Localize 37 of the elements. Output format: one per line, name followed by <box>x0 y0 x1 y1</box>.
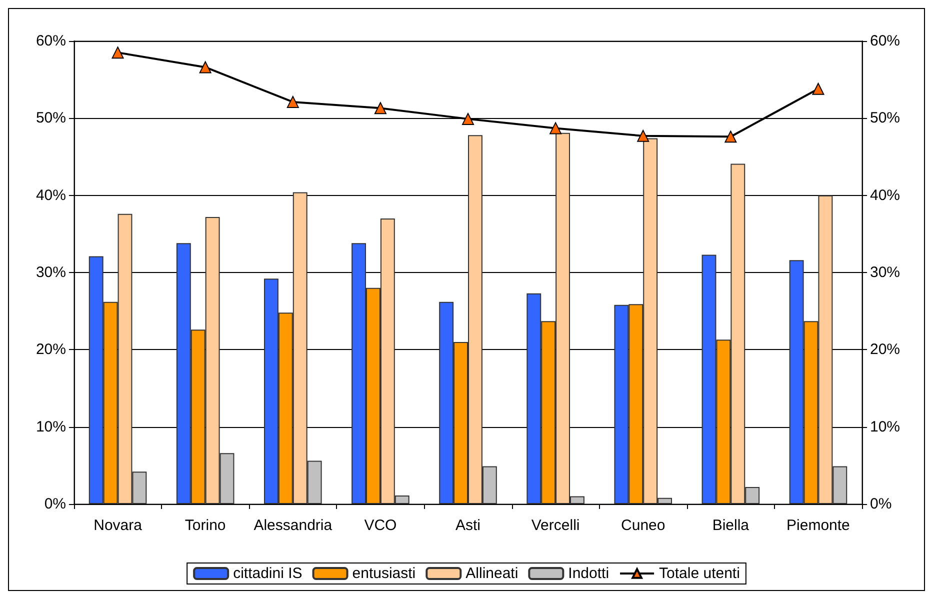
y-tick-label: 0% <box>44 496 66 512</box>
legend-label: entusiasti <box>352 565 416 582</box>
y2-tick-label: 50% <box>870 110 900 127</box>
point <box>550 122 562 134</box>
point <box>286 96 299 108</box>
y2-tick-label: 0% <box>870 496 892 512</box>
x-tick-label: Asti <box>455 517 481 534</box>
y2-tick-label: 20% <box>870 341 900 358</box>
legend-label: Totale utenti <box>659 565 740 582</box>
x-tick-label: Torino <box>184 517 226 534</box>
y2-tick-label: 30% <box>870 264 900 281</box>
y-tick-label: 40% <box>36 186 66 204</box>
y-tick-label: 20% <box>36 341 66 358</box>
y-tick-label: 30% <box>36 264 66 281</box>
point <box>462 112 474 125</box>
point <box>724 130 737 143</box>
y-tick-label: 50% <box>36 110 66 127</box>
y2-tick-label: 10% <box>870 418 900 436</box>
x-tick-label: Cuneo <box>621 517 666 534</box>
x-tick-label: Novara <box>94 517 143 534</box>
legend-label: Indotti <box>568 565 610 582</box>
legend-label: Allineati <box>466 565 518 582</box>
x-tick-label: Piemonte <box>786 517 850 534</box>
x-tick-label: Biella <box>712 517 750 534</box>
y2-tick-label: 60% <box>870 32 900 50</box>
x-tick-label: Alessandria <box>254 517 333 534</box>
y-tick-label: 60% <box>36 32 66 50</box>
point <box>637 130 650 142</box>
x-tick-label: VCO <box>364 517 397 534</box>
point <box>112 46 124 59</box>
point <box>812 82 824 95</box>
x-tick-label: Vercelli <box>531 517 580 534</box>
y-tick-label: 10% <box>36 418 66 436</box>
point <box>374 102 386 114</box>
y2-tick-label: 40% <box>870 186 900 204</box>
point <box>199 61 212 74</box>
legend-label: cittadini IS <box>233 565 302 582</box>
